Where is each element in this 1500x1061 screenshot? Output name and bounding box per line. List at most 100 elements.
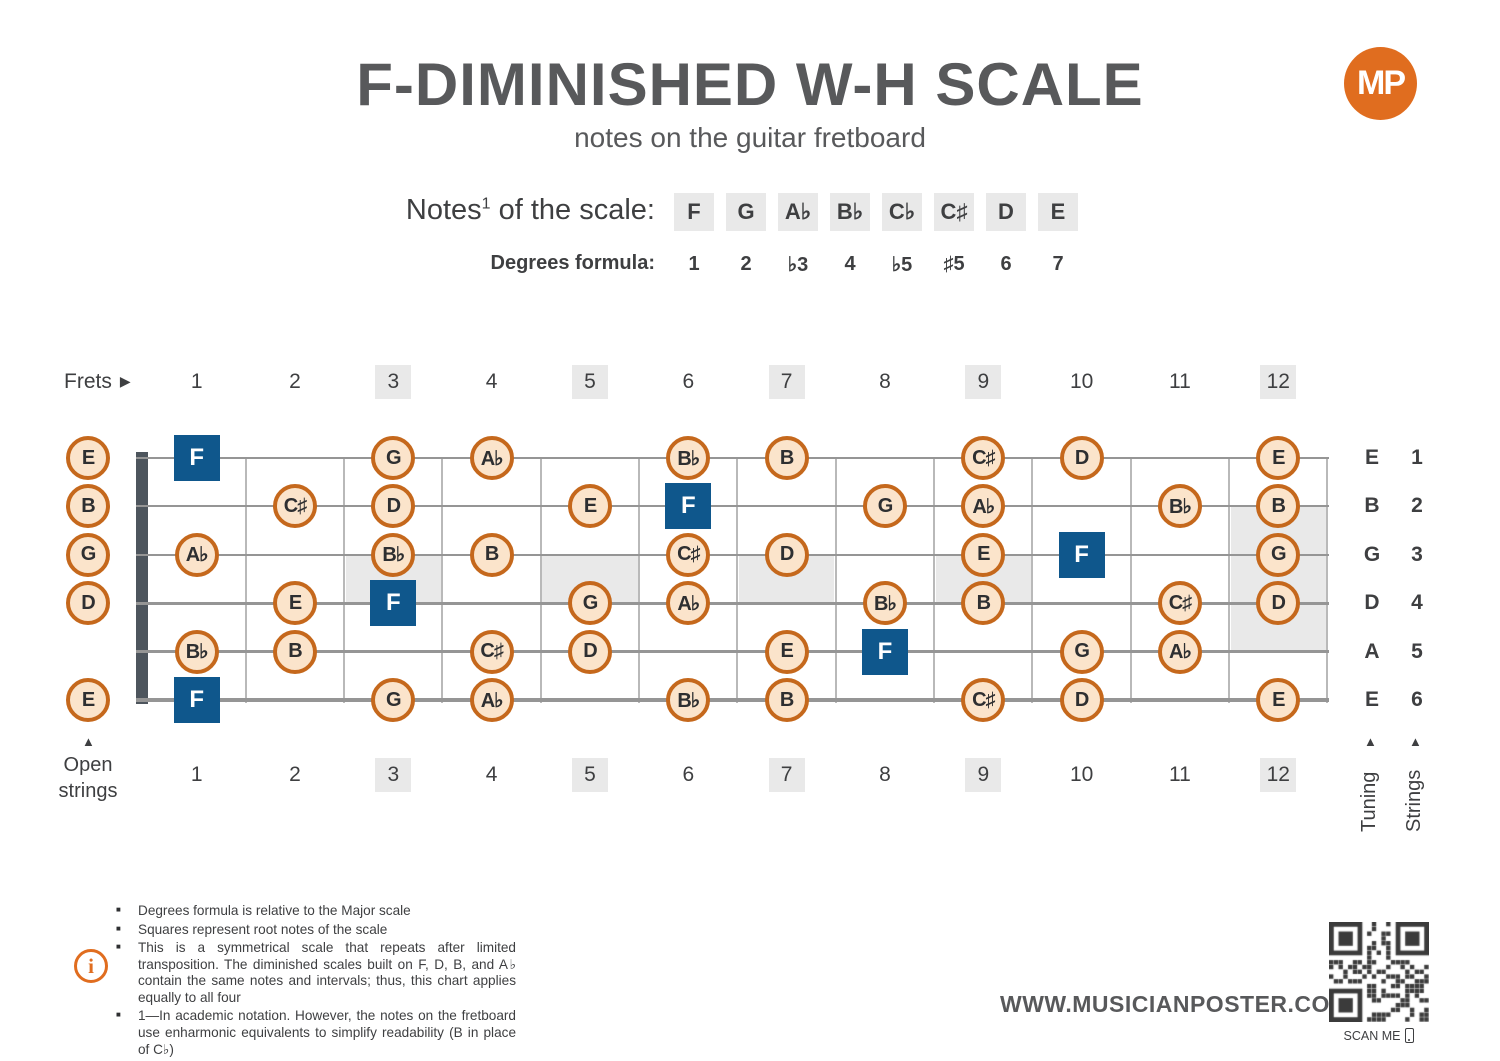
note-marker: D <box>1059 436 1104 480</box>
note-marker: B <box>1256 484 1301 529</box>
footnotes-list: Degrees formula is relative to the Major… <box>108 903 516 1060</box>
note-marker: A♭ <box>469 678 514 722</box>
fret-numbers-top-row: 1 2 3 4 5 6 7 8 9 10 11 12 <box>0 365 1500 399</box>
note-marker: B <box>961 581 1006 626</box>
note-marker: G <box>1256 532 1301 577</box>
fret-number-bottom: 1 <box>190 763 203 786</box>
scale-notes-list: F G A♭ B♭ C♭ C♯ D E <box>674 193 1078 231</box>
open-string-note: D <box>66 581 110 626</box>
phone-icon <box>1405 1028 1415 1043</box>
note-marker: B♭ <box>174 629 219 674</box>
fret-number-bottom: 4 <box>485 763 498 786</box>
tuning-letter: A <box>1364 639 1380 663</box>
note-marker: A♭ <box>961 484 1006 529</box>
info-icon: i <box>74 949 108 983</box>
fret-number-top: 4 <box>485 370 498 393</box>
note-marker: B♭ <box>371 532 416 577</box>
note-marker: C♯ <box>961 436 1006 480</box>
fret-number-bottom: 7 <box>768 758 805 792</box>
note-marker: C♯ <box>469 629 514 674</box>
string-line <box>136 697 1330 703</box>
fret-number-bottom: 9 <box>965 758 1002 792</box>
string-number: 5 <box>1411 639 1423 663</box>
note-marker: E <box>272 581 317 626</box>
note-marker: D <box>567 629 612 674</box>
note-marker: D <box>371 484 416 529</box>
note-marker: B <box>272 629 317 674</box>
scale-degree: 6 <box>1000 252 1012 275</box>
open-strings-arrow-icon: ▲ <box>82 734 95 749</box>
note-marker: G <box>371 678 416 722</box>
frets-arrow-icon: ▶ <box>119 373 131 389</box>
tuning-letter: E <box>1364 446 1379 469</box>
note-marker: G <box>1059 629 1104 674</box>
fret-number-top: 1 <box>190 370 203 393</box>
note-marker: D <box>1256 581 1301 626</box>
frets-label: Frets ▶ <box>64 370 131 394</box>
fret-number-bottom: 6 <box>682 763 695 786</box>
qr-code <box>1329 922 1429 1022</box>
string-number: 3 <box>1411 542 1423 566</box>
fret-number-bottom: 11 <box>1169 763 1191 786</box>
scale-note-box: B♭ <box>830 193 870 231</box>
notes-label-word: Notes <box>405 194 482 226</box>
brand-logo-text: MP <box>1357 64 1406 102</box>
note-marker: C♯ <box>961 678 1006 722</box>
fret-inlay-marker <box>935 554 1031 604</box>
fret-number-top: 10 <box>1069 370 1094 393</box>
fret-wire <box>343 457 346 703</box>
fret-number-top: 2 <box>289 370 301 393</box>
note-marker: E <box>1256 436 1301 480</box>
open-string-note: B <box>66 484 110 529</box>
note-marker: E <box>567 484 612 529</box>
notes-label-rest: of the scale: <box>490 194 655 226</box>
fret-wire <box>441 457 444 703</box>
tuning-letter: E <box>1364 688 1379 711</box>
note-marker: A♭ <box>174 532 219 577</box>
tuning-label: Tuning <box>1358 771 1380 832</box>
note-marker: B <box>764 436 809 480</box>
scale-note-box: F <box>674 193 714 231</box>
scale-degree: 1 <box>688 252 700 275</box>
open-strings-label-line2: strings <box>58 780 118 802</box>
root-note-marker: F <box>665 483 712 530</box>
scale-note-box: E <box>1038 193 1078 231</box>
footnote-item: 1—In academic notation. However, the not… <box>108 1008 516 1058</box>
fret-numbers-bottom-row: 1 2 3 4 5 6 7 8 9 10 11 12 <box>0 758 1500 792</box>
fret-number-top: 5 <box>571 365 608 399</box>
open-string-note: E <box>66 678 110 722</box>
fret-wire <box>539 457 542 703</box>
note-marker: D <box>764 532 809 577</box>
note-marker: E <box>1256 678 1301 722</box>
root-note-marker: F <box>370 580 417 627</box>
open-strings-label-line1: Open <box>63 754 113 776</box>
open-strings-label: Open strings <box>38 752 138 804</box>
fret-number-top: 12 <box>1260 365 1297 399</box>
root-note-marker: F <box>173 677 220 723</box>
root-note-marker: F <box>861 628 908 675</box>
fret-wire <box>1326 457 1329 703</box>
degrees-list: 1 2 ♭3 4 ♭5 ♯5 6 7 <box>674 250 1078 278</box>
string-line <box>136 457 1330 459</box>
scale-degree: ♭3 <box>787 253 809 276</box>
tuning-letter: D <box>1364 591 1380 615</box>
note-marker: D <box>1059 678 1104 722</box>
scan-me-caption: SCAN ME <box>1329 1028 1429 1043</box>
fret-wire <box>638 457 641 703</box>
notes-label-footnote-ref: 1 <box>481 195 491 213</box>
fret-wire <box>933 457 936 703</box>
note-marker: C♯ <box>666 532 711 577</box>
footnote-item: Squares represent root notes of the scal… <box>108 922 516 939</box>
scale-note-box: A♭ <box>778 193 818 231</box>
nut <box>136 452 148 704</box>
fret-number-bottom: 2 <box>289 763 301 786</box>
note-marker: C♯ <box>1157 581 1202 626</box>
fret-inlay-marker <box>738 554 835 604</box>
brand-logo-icon: MP <box>1344 47 1417 120</box>
string-line <box>136 553 1330 557</box>
fret-number-top: 8 <box>879 370 891 393</box>
note-marker: B <box>469 532 514 577</box>
string-line <box>136 505 1330 508</box>
open-string-note: G <box>66 532 110 577</box>
